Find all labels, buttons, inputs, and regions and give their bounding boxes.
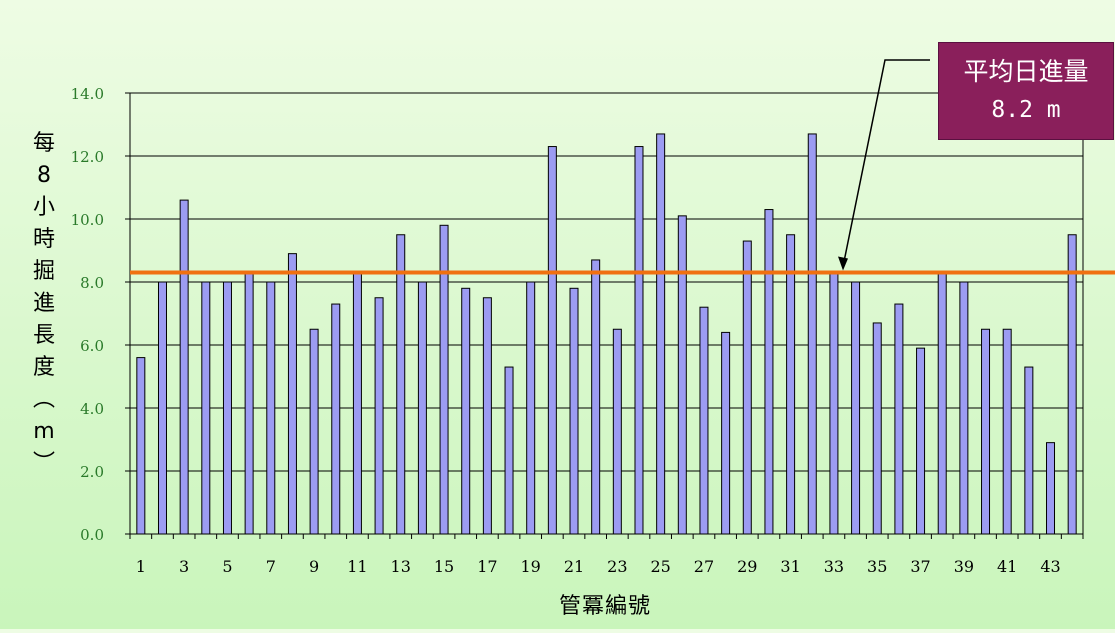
bar	[331, 303, 341, 535]
bar	[699, 306, 709, 535]
bar	[309, 328, 319, 535]
bar	[526, 281, 536, 535]
bar	[461, 287, 471, 535]
bar	[937, 272, 947, 535]
bar	[136, 357, 146, 535]
y-tick-label: 8.0	[80, 274, 104, 292]
bar	[872, 322, 882, 535]
y-axis-label-char: 長	[32, 323, 55, 348]
x-tick-label: 15	[434, 557, 454, 576]
bar	[807, 133, 817, 535]
y-axis-label-char: 8	[37, 163, 51, 188]
y-tick-label: 0.0	[80, 526, 104, 544]
bar	[439, 224, 449, 535]
x-tick-label: 31	[780, 557, 800, 576]
bar	[591, 259, 601, 535]
bar	[786, 234, 796, 535]
bar	[742, 240, 752, 535]
average-annotation-title: 平均日進量	[963, 57, 1089, 86]
x-tick-label: 1	[136, 557, 146, 576]
x-tick-label: 43	[1040, 557, 1060, 576]
bar	[352, 272, 362, 535]
y-axis-label-char: ︶	[32, 451, 55, 476]
bar	[1067, 234, 1077, 535]
y-axis-label-char: 時	[32, 227, 55, 252]
bar	[916, 347, 926, 535]
bar	[959, 281, 969, 535]
x-tick-label: 17	[477, 557, 497, 576]
y-axis-label-char: ︵	[32, 387, 55, 412]
x-axis-label: 管冪編號	[558, 594, 651, 619]
y-tick-label: 4.0	[80, 400, 104, 418]
y-tick-label: 10.0	[71, 211, 104, 229]
x-tick-label: 33	[824, 557, 844, 576]
bar	[1024, 366, 1034, 535]
y-tick-label: 6.0	[80, 337, 104, 355]
y-tick-label: 2.0	[80, 463, 104, 481]
y-axis-label-char: 掘	[32, 259, 55, 284]
bar	[266, 281, 276, 535]
x-tick-label: 9	[309, 557, 319, 576]
bar	[894, 303, 904, 535]
bar	[374, 297, 384, 535]
average-leader-arrowhead	[838, 256, 848, 271]
bar	[1002, 328, 1012, 535]
x-tick-label: 35	[867, 557, 887, 576]
average-leader-line	[842, 59, 930, 267]
x-tick-label: 23	[607, 557, 627, 576]
x-tick-label: 5	[222, 557, 232, 576]
y-tick-label: 14.0	[71, 85, 104, 103]
bar	[547, 146, 557, 535]
average-annotation-value: 8.2 m	[991, 97, 1061, 123]
average-annotation-box: 平均日進量 8.2 m	[938, 42, 1114, 140]
bar	[504, 366, 514, 535]
bar	[179, 199, 189, 535]
bar	[829, 272, 839, 535]
x-tick-label: 21	[564, 557, 584, 576]
y-tick-label: 12.0	[71, 148, 104, 166]
bar	[764, 209, 774, 535]
x-tick-label: 7	[266, 557, 276, 576]
bar	[482, 297, 492, 535]
x-tick-label: 19	[521, 557, 541, 576]
bar	[222, 281, 232, 535]
bar	[721, 331, 731, 535]
bar	[981, 328, 991, 535]
x-tick-label: 11	[347, 557, 367, 576]
y-axis-label-char: 度	[32, 355, 55, 380]
x-tick-label: 29	[737, 557, 757, 576]
bar	[1046, 442, 1056, 535]
bar	[656, 133, 666, 535]
bar	[417, 281, 427, 535]
y-axis-label-char: 進	[32, 291, 55, 316]
bar	[287, 253, 297, 535]
x-tick-label: 41	[997, 557, 1017, 576]
x-tick-label: 13	[391, 557, 411, 576]
bar	[612, 328, 622, 535]
x-tick-label: 37	[910, 557, 930, 576]
bar	[569, 287, 579, 535]
x-tick-label: 3	[179, 557, 189, 576]
bar	[244, 272, 254, 535]
y-axis-label-char: m	[33, 419, 55, 444]
x-tick-label: 27	[694, 557, 714, 576]
y-axis-label: 每 8 小時掘進長度 ︵ m ︶	[18, 128, 70, 480]
bar	[396, 234, 406, 535]
y-axis-label-char: 小	[32, 195, 55, 220]
y-axis-label-char: 每	[32, 131, 55, 156]
bar	[677, 215, 687, 535]
bar	[157, 281, 167, 535]
x-tick-label: 39	[954, 557, 974, 576]
bar	[634, 146, 644, 535]
bar	[201, 281, 211, 535]
bar	[851, 281, 861, 535]
x-tick-label: 25	[650, 557, 670, 576]
